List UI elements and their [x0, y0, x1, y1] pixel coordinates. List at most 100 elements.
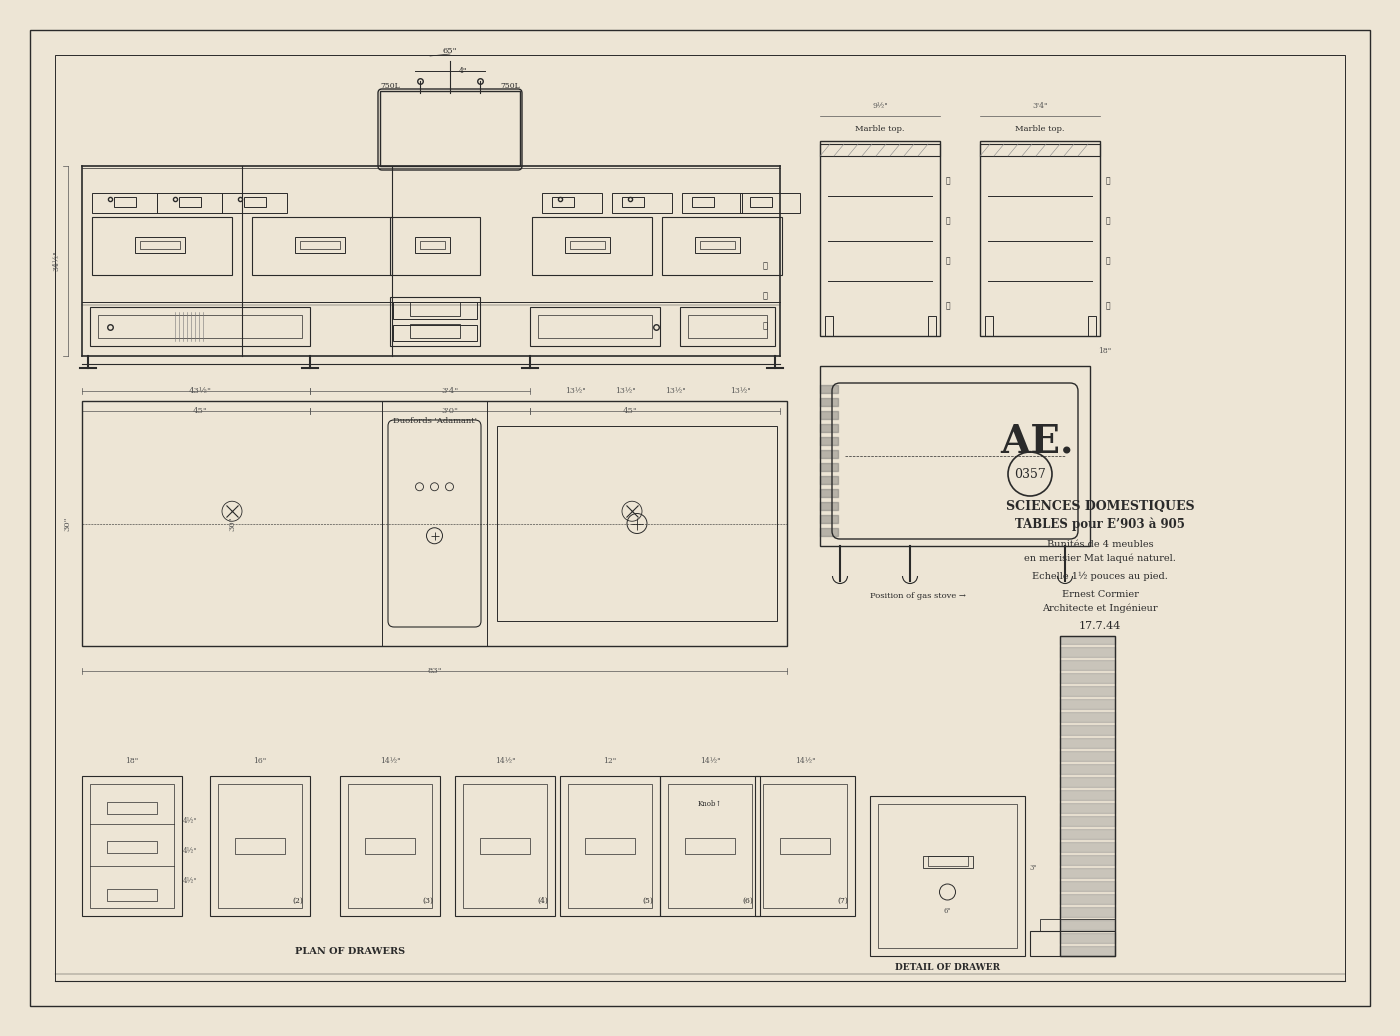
Text: TABLES pour E’903 à 905: TABLES pour E’903 à 905 [1015, 517, 1184, 530]
Bar [83, 776, 182, 916]
Text: ②: ② [945, 217, 951, 225]
Text: 3": 3" [1029, 864, 1037, 872]
Text: 4": 4" [459, 67, 468, 75]
Text: 13½": 13½" [729, 387, 750, 395]
Text: 6": 6" [944, 908, 952, 915]
Bar [668, 784, 752, 908]
Text: ②: ② [763, 292, 767, 300]
Bar [700, 241, 735, 249]
Bar [410, 301, 461, 316]
Bar [244, 197, 266, 207]
Bar [687, 315, 767, 338]
Text: Ernest Cormier: Ernest Cormier [1061, 589, 1138, 599]
Bar [379, 91, 519, 166]
Bar [585, 838, 636, 854]
Text: 13½": 13½" [615, 387, 636, 395]
Text: 13½": 13½" [665, 387, 686, 395]
Text: 14½": 14½" [379, 757, 400, 765]
Bar [825, 316, 833, 336]
Text: 0357: 0357 [1014, 467, 1046, 481]
Text: (6): (6) [742, 897, 753, 905]
Bar [692, 197, 714, 207]
Text: ③: ③ [763, 262, 767, 270]
Bar [568, 784, 652, 908]
Text: AE.: AE. [1000, 422, 1074, 460]
Bar [878, 804, 1016, 948]
Bar [463, 784, 547, 908]
Bar [223, 193, 287, 213]
Text: ①: ① [763, 322, 767, 330]
Text: Architecte et Ingénieur: Architecte et Ingénieur [1042, 603, 1158, 612]
Text: (2): (2) [293, 897, 304, 905]
Bar [113, 197, 136, 207]
Bar [235, 838, 286, 854]
Text: 750L: 750L [381, 82, 400, 90]
Text: Marble top.: Marble top. [855, 125, 904, 133]
Bar [622, 197, 644, 207]
Text: 30": 30" [228, 516, 237, 530]
Bar [980, 144, 1100, 156]
Bar [928, 316, 937, 336]
Bar [157, 193, 223, 213]
Text: Knob↑: Knob↑ [697, 800, 722, 808]
Bar [986, 316, 993, 336]
Text: 43½": 43½" [189, 387, 211, 395]
Bar [410, 324, 461, 338]
Text: 3'0": 3'0" [441, 407, 459, 415]
Bar [531, 307, 659, 346]
Bar [1060, 636, 1114, 956]
Bar [340, 776, 440, 916]
Bar [570, 241, 605, 249]
Bar [414, 237, 449, 253]
Text: (5): (5) [643, 897, 654, 905]
Bar [612, 193, 672, 213]
Text: 4½": 4½" [182, 817, 197, 825]
Text: 14½": 14½" [700, 757, 721, 765]
Bar [694, 237, 741, 253]
Bar [928, 857, 967, 866]
Text: (3): (3) [423, 897, 434, 905]
Text: 14½": 14½" [795, 757, 815, 765]
Bar [820, 366, 1091, 546]
Bar [566, 237, 610, 253]
Text: 3'4": 3'4" [1032, 102, 1047, 110]
Text: 12": 12" [603, 757, 616, 765]
Text: 45": 45" [623, 407, 637, 415]
Bar [92, 193, 157, 213]
Text: 83": 83" [427, 667, 442, 675]
Text: 4½": 4½" [182, 877, 197, 885]
Text: 14½": 14½" [494, 757, 515, 765]
Bar [480, 838, 531, 854]
Bar [90, 784, 174, 908]
Bar [295, 237, 344, 253]
Text: en merisier Mat laqué naturel.: en merisier Mat laqué naturel. [1023, 553, 1176, 563]
Bar [98, 315, 302, 338]
Text: 18": 18" [126, 757, 139, 765]
Text: 45": 45" [193, 407, 207, 415]
Text: PLAN OF DRAWERS: PLAN OF DRAWERS [295, 947, 405, 955]
Bar [106, 802, 157, 814]
Bar [393, 303, 477, 318]
Bar [349, 784, 433, 908]
Bar [1040, 919, 1114, 931]
Bar [106, 841, 157, 853]
Bar [1030, 931, 1114, 956]
Bar [680, 307, 776, 346]
Bar [532, 217, 652, 275]
Bar [55, 55, 1345, 981]
Bar [90, 307, 309, 346]
Bar [552, 197, 574, 207]
Bar [685, 838, 735, 854]
Bar [497, 426, 777, 621]
Bar [923, 856, 973, 868]
Text: 4½": 4½" [182, 847, 197, 855]
Text: 13½": 13½" [564, 387, 585, 395]
Text: DETAIL OF DRAWER: DETAIL OF DRAWER [895, 963, 1000, 973]
Text: 30": 30" [63, 516, 71, 530]
Bar [755, 776, 855, 916]
Text: 18": 18" [1099, 347, 1112, 355]
Bar [210, 776, 309, 916]
Bar [140, 241, 181, 249]
Text: SCIENCES DOMESTIQUES: SCIENCES DOMESTIQUES [1005, 499, 1194, 513]
Bar [820, 141, 939, 336]
